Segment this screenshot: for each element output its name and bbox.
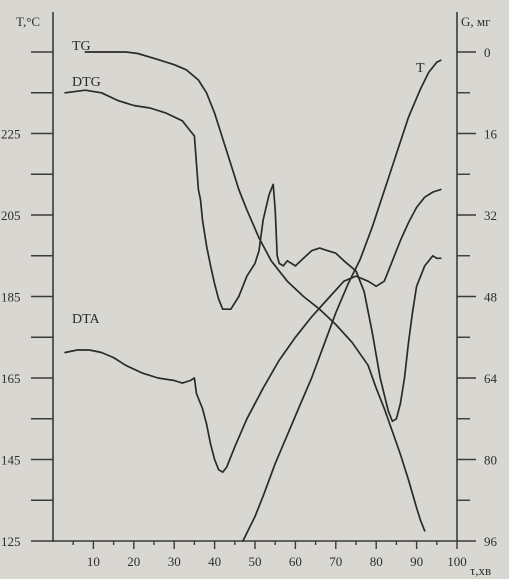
right-axis-title: G, мг: [461, 14, 490, 29]
right-tick-label: 48: [484, 290, 497, 305]
right-tick-label: 64: [484, 371, 498, 386]
x-tick-label: 90: [410, 554, 423, 569]
right-tick-label: 96: [484, 534, 498, 549]
curve-dtg: [65, 90, 441, 421]
ticks-layer: 10 20 30 40 50 60 70 80 90 100 125 145 165 185 205 225 0…: [1, 45, 498, 569]
left-tick-label: 205: [1, 208, 21, 223]
curve-t: [243, 60, 441, 541]
label-dta: DTA: [72, 312, 101, 327]
curve-dta: [65, 190, 441, 473]
x-tick-label: 60: [289, 554, 302, 569]
x-tick-label: 50: [249, 554, 262, 569]
label-tg: TG: [72, 39, 91, 54]
left-axis-title: T,°C: [16, 14, 40, 29]
right-tick-label: 32: [484, 208, 497, 223]
curve-tg: [85, 52, 424, 531]
x-tick-label: 100: [447, 554, 467, 569]
right-tick-label: 0: [484, 45, 491, 60]
x-tick-label: 10: [87, 554, 100, 569]
label-t: T: [416, 61, 425, 76]
x-tick-label: 80: [370, 554, 383, 569]
left-tick-label: 185: [1, 290, 21, 305]
left-tick-label: 165: [1, 371, 21, 386]
left-tick-label: 145: [1, 453, 21, 468]
left-tick-label: 225: [1, 127, 21, 142]
left-tick-label: 125: [1, 534, 21, 549]
x-axis-title: τ,хв: [470, 563, 491, 578]
label-dtg: DTG: [72, 75, 101, 90]
right-tick-label: 16: [484, 127, 498, 142]
right-tick-label: 80: [484, 453, 497, 468]
x-tick-label: 30: [168, 554, 181, 569]
curves-layer: [65, 52, 441, 541]
x-tick-label: 20: [127, 554, 140, 569]
x-tick-label: 70: [329, 554, 342, 569]
x-tick-label: 40: [208, 554, 221, 569]
